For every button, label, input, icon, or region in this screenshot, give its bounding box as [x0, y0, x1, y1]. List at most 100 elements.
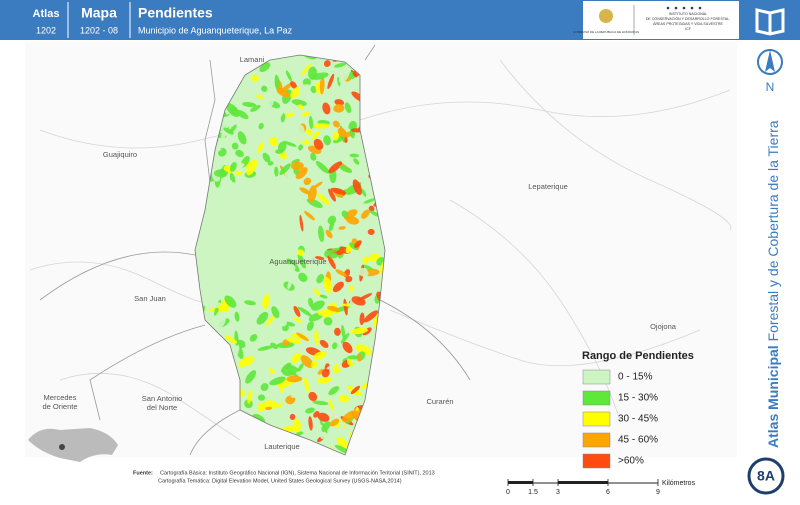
slope-patch — [249, 315, 260, 321]
slope-patch — [291, 352, 302, 364]
slope-patch — [276, 419, 285, 429]
slope-patch — [257, 345, 273, 351]
legend-swatch — [582, 369, 611, 385]
inset-location — [59, 444, 65, 450]
slope-patch — [340, 403, 348, 410]
slope-patch — [363, 285, 372, 296]
slope-patch — [200, 248, 209, 257]
slope-patch — [216, 304, 230, 312]
slope-patch — [225, 278, 235, 287]
scale-label: 9 — [656, 489, 660, 496]
slope-patch — [333, 104, 345, 113]
slope-patch — [229, 124, 237, 134]
place-label: Aguanqueterique — [269, 257, 326, 266]
boundary — [189, 409, 241, 456]
slope-patch — [297, 249, 305, 256]
slope-patch — [351, 296, 366, 306]
slope-patch — [289, 147, 295, 156]
slope-patch — [316, 274, 325, 284]
book-icon — [755, 8, 785, 36]
slope-patch — [269, 376, 286, 386]
slope-patch — [340, 332, 350, 344]
star — [666, 6, 670, 10]
slope-patch — [250, 104, 261, 112]
star — [682, 6, 686, 10]
slope-patch — [247, 389, 253, 404]
slope-patch — [313, 123, 331, 129]
source-line: Cartografía Temática: Digital Elevation … — [158, 478, 402, 484]
slope-patch — [359, 312, 365, 326]
slope-patch — [308, 115, 314, 130]
slope-patch — [290, 221, 297, 228]
slope-patch — [296, 297, 304, 302]
logo-left-text: GOBIERNO DE LA REPÚBLICA DE HONDURAS — [573, 29, 639, 34]
slope-patch — [339, 165, 353, 173]
slope-patch — [332, 131, 340, 141]
slope-patch — [369, 210, 380, 217]
legend-swatch — [582, 432, 611, 448]
slope-patch — [345, 276, 353, 283]
place-label: Mercedes — [44, 393, 77, 402]
slope-patch — [245, 111, 263, 120]
slope-patch — [341, 210, 349, 218]
slope-patch — [361, 188, 367, 197]
slope-patch — [330, 247, 340, 253]
slope-patch — [257, 219, 263, 235]
slope-patch — [299, 214, 304, 232]
slope-patch — [316, 376, 332, 384]
slope-patch — [274, 74, 280, 91]
slope-patch — [293, 418, 302, 434]
slope-patch — [252, 178, 263, 192]
slope-patch — [295, 431, 304, 436]
scale-segment — [508, 481, 533, 484]
slope-patch — [298, 144, 304, 151]
slope-patch — [349, 153, 360, 158]
slope-patch — [245, 370, 257, 384]
boundary — [364, 44, 376, 61]
slope-patch — [349, 284, 354, 293]
logo-right-text: ÁREAS PROTEGIDAS Y VIDA SILVESTRE — [653, 22, 723, 26]
slope-patch — [199, 279, 209, 285]
slope-patch — [298, 363, 304, 372]
slope-patch — [313, 351, 327, 360]
atlas-label: Atlas — [33, 8, 60, 20]
slope-patch — [290, 81, 297, 89]
slope-patch — [332, 120, 340, 128]
slope-patch — [328, 221, 335, 232]
scale-label: 1.5 — [528, 489, 538, 496]
slope-patch — [328, 386, 340, 396]
slope-patch — [322, 310, 337, 318]
slope-patch — [292, 249, 298, 262]
slope-patch — [255, 212, 271, 221]
slope-patch — [296, 371, 310, 379]
slope-patch — [234, 311, 240, 322]
slope-patch — [356, 353, 362, 362]
slope-patch — [314, 329, 319, 346]
slope-patch — [257, 394, 266, 401]
slope-patch — [332, 342, 338, 350]
slope-patch — [229, 161, 237, 172]
legend-label: >60% — [618, 456, 644, 467]
slope-patch — [249, 334, 258, 342]
slope-patch — [310, 360, 318, 369]
slope-patch — [349, 242, 359, 250]
map-subtitle: Municipio de Aguanqueterique, La Paz — [138, 25, 293, 35]
slope-patch — [243, 192, 252, 201]
slope-patch — [276, 87, 290, 98]
slope-patch — [234, 193, 242, 200]
slope-patch — [235, 149, 244, 158]
slope-patch — [312, 400, 329, 406]
slope-patch — [326, 365, 333, 370]
slope-patch — [243, 74, 248, 84]
slope-patch — [282, 264, 296, 274]
slope-patch — [328, 157, 343, 165]
slope-patch — [323, 277, 333, 294]
slope-patch — [304, 210, 315, 221]
slope-patch — [268, 368, 275, 374]
emblem — [599, 9, 613, 23]
inset-country — [28, 428, 118, 462]
slope-patch — [256, 217, 266, 223]
slope-patch — [314, 256, 325, 260]
slope-patch — [354, 374, 363, 382]
